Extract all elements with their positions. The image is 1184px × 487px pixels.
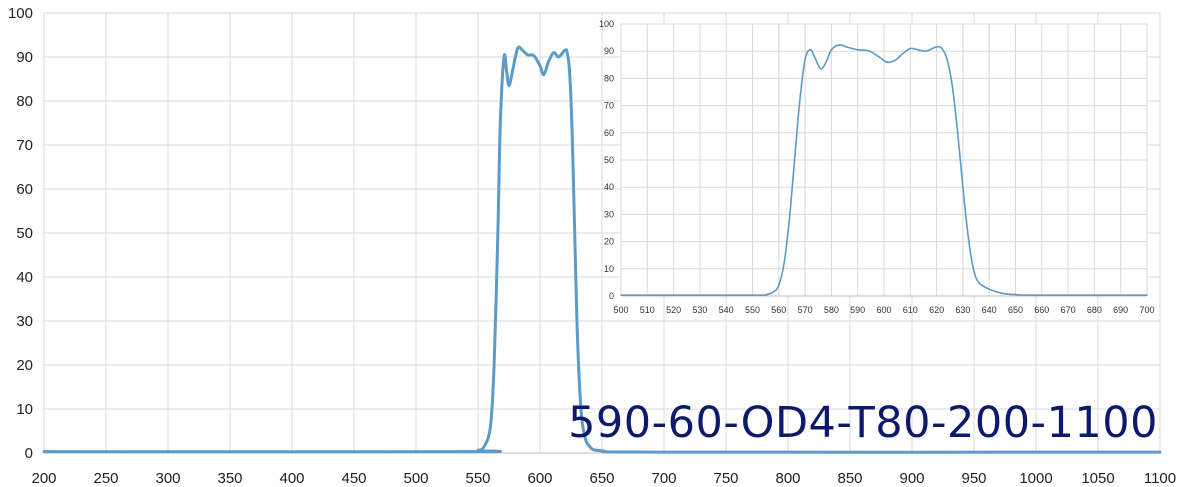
main-x-tick-label: 1100 <box>1144 470 1176 487</box>
main-x-tick-label: 1050 <box>1081 470 1114 487</box>
product-code-label: 590-60-OD4-T80-200-1100 <box>568 398 1158 448</box>
inset-transmission-line <box>620 44 1148 297</box>
inset-x-tick-label: 530 <box>692 305 707 315</box>
inset-y-tick-label: 90 <box>604 46 614 56</box>
main-x-tick-label: 550 <box>465 470 490 487</box>
inset-x-tick-label: 650 <box>1008 305 1023 315</box>
main-y-tick-label: 50 <box>16 225 33 242</box>
inset-x-tick-label: 580 <box>824 305 839 315</box>
inset-x-tick-label: 700 <box>1139 305 1154 315</box>
main-x-tick-label: 650 <box>589 470 614 487</box>
main-x-tick-label: 950 <box>961 470 986 487</box>
inset-x-tick-label: 570 <box>798 305 813 315</box>
main-x-tick-label: 350 <box>217 470 242 487</box>
main-x-tick-label: 300 <box>155 470 180 487</box>
main-x-tick-label: 400 <box>279 470 304 487</box>
inset-y-tick-label: 50 <box>604 155 614 165</box>
main-y-tick-label: 40 <box>16 269 33 286</box>
main-y-tick-label: 70 <box>16 137 33 154</box>
main-x-tick-label: 850 <box>837 470 862 487</box>
main-x-tick-label: 450 <box>341 470 366 487</box>
inset-x-tick-label: 560 <box>771 305 786 315</box>
main-x-tick-label: 800 <box>775 470 800 487</box>
inset-y-tick-label: 70 <box>604 101 614 111</box>
main-x-tick-label: 700 <box>651 470 676 487</box>
main-x-tick-label: 900 <box>899 470 924 487</box>
main-y-tick-label: 20 <box>16 357 33 374</box>
inset-x-tick-label: 660 <box>1034 305 1049 315</box>
inset-y-tick-label: 0 <box>609 291 614 301</box>
inset-y-tick-label: 10 <box>604 264 614 274</box>
main-x-tick-label: 1000 <box>1019 470 1052 487</box>
main-x-tick-label: 750 <box>713 470 738 487</box>
inset-x-tick-label: 620 <box>929 305 944 315</box>
inset-x-tick-label: 510 <box>640 305 655 315</box>
inset-x-tick-label: 600 <box>876 305 891 315</box>
inset-x-tick-label: 500 <box>613 305 628 315</box>
inset-x-tick-label: 680 <box>1087 305 1102 315</box>
inset-x-tick-label: 630 <box>955 305 970 315</box>
inset-x-tick-label: 640 <box>982 305 997 315</box>
main-y-tick-label: 10 <box>16 401 33 418</box>
inset-y-tick-label: 30 <box>604 209 614 219</box>
main-x-tick-label: 200 <box>31 470 56 487</box>
main-y-tick-label: 100 <box>8 5 33 22</box>
main-transmission-line <box>42 45 1162 454</box>
inset-x-tick-label: 610 <box>903 305 918 315</box>
main-y-tick-label: 0 <box>25 445 33 462</box>
main-x-tick-label: 500 <box>403 470 428 487</box>
inset-x-tick-label: 540 <box>719 305 734 315</box>
inset-x-tick-label: 690 <box>1113 305 1128 315</box>
inset-chart: 500 510 520 530 540 550 560 570 580 590 600 610 620 6… <box>599 19 1155 315</box>
inset-x-tick-label: 550 <box>745 305 760 315</box>
inset-y-tick-label: 100 <box>599 19 614 29</box>
main-x-tick-label: 600 <box>527 470 552 487</box>
inset-x-tick-label: 590 <box>850 305 865 315</box>
inset-y-tick-label: 40 <box>604 182 614 192</box>
inset-y-tick-label: 20 <box>604 237 614 247</box>
main-y-tick-label: 60 <box>16 181 33 198</box>
main-x-tick-label: 250 <box>93 470 118 487</box>
main-y-tick-label: 80 <box>16 93 33 110</box>
inset-x-tick-label: 670 <box>1061 305 1076 315</box>
main-y-tick-label: 90 <box>16 49 33 66</box>
main-y-tick-label: 30 <box>16 313 33 330</box>
inset-x-tick-label: 520 <box>666 305 681 315</box>
inset-y-tick-label: 80 <box>604 73 614 83</box>
inset-y-tick-label: 60 <box>604 128 614 138</box>
